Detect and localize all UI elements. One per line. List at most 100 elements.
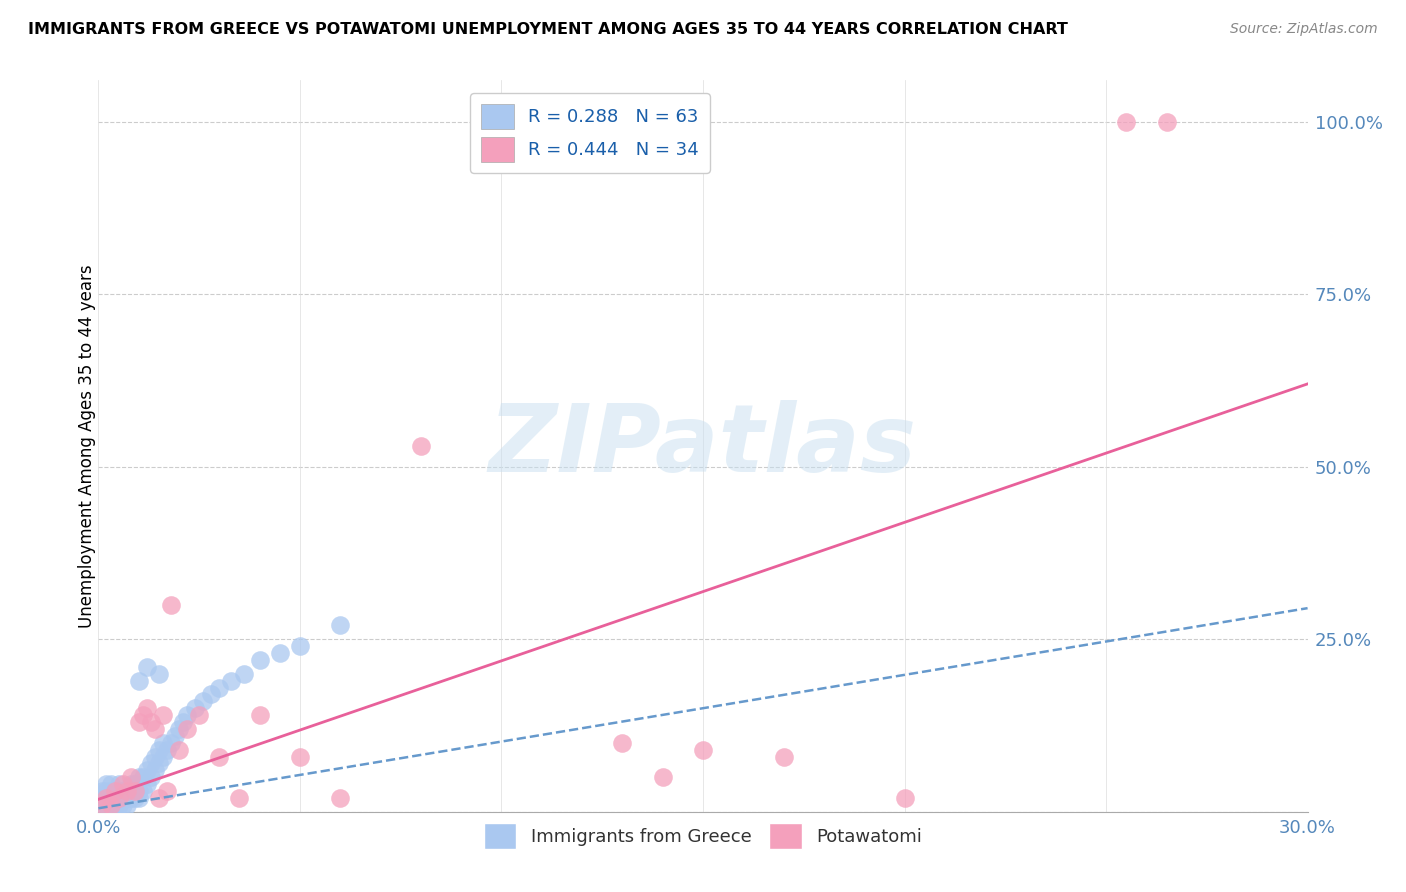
Point	[103, 791, 125, 805]
Point	[111, 797, 134, 812]
Point	[107, 784, 129, 798]
Y-axis label: Unemployment Among Ages 35 to 44 years: Unemployment Among Ages 35 to 44 years	[79, 264, 96, 628]
Point	[135, 777, 157, 791]
Point	[135, 701, 157, 715]
Point	[96, 791, 118, 805]
Point	[111, 777, 134, 791]
Point	[139, 756, 162, 771]
Point	[103, 797, 125, 812]
Point	[193, 694, 215, 708]
Point	[115, 784, 138, 798]
Point	[184, 701, 207, 715]
Point	[160, 598, 183, 612]
Point	[221, 673, 243, 688]
Point	[139, 714, 162, 729]
Point	[249, 653, 271, 667]
Point	[167, 722, 190, 736]
Point	[128, 673, 150, 688]
Point	[176, 722, 198, 736]
Point	[107, 791, 129, 805]
Point	[288, 639, 311, 653]
Point	[329, 791, 352, 805]
Point	[329, 618, 352, 632]
Point	[115, 797, 138, 812]
Point	[107, 777, 129, 791]
Point	[103, 784, 125, 798]
Point	[115, 784, 138, 798]
Point	[120, 791, 142, 805]
Point	[160, 736, 183, 750]
Point	[152, 749, 174, 764]
Point	[288, 749, 311, 764]
Point	[152, 736, 174, 750]
Point	[128, 770, 150, 784]
Point	[100, 791, 122, 805]
Point	[612, 736, 634, 750]
Point	[96, 777, 118, 791]
Point	[91, 784, 114, 798]
Text: ZIPatlas: ZIPatlas	[489, 400, 917, 492]
Point	[91, 797, 114, 812]
Point	[152, 708, 174, 723]
Point	[167, 742, 190, 756]
Point	[91, 797, 114, 812]
Point	[120, 777, 142, 791]
Point	[208, 681, 231, 695]
Point	[128, 714, 150, 729]
Point	[156, 742, 179, 756]
Point	[124, 777, 146, 791]
Point	[96, 797, 118, 812]
Point	[111, 791, 134, 805]
Point	[143, 749, 166, 764]
Point	[100, 797, 122, 812]
Point	[148, 791, 170, 805]
Point	[107, 797, 129, 812]
Point	[96, 791, 118, 805]
Point	[176, 708, 198, 723]
Point	[232, 666, 254, 681]
Point	[148, 666, 170, 681]
Point	[1115, 114, 1137, 128]
Legend: Immigrants from Greece, Potawatomi: Immigrants from Greece, Potawatomi	[475, 814, 931, 857]
Point	[96, 784, 118, 798]
Text: Source: ZipAtlas.com: Source: ZipAtlas.com	[1230, 22, 1378, 37]
Point	[132, 708, 155, 723]
Point	[128, 791, 150, 805]
Point	[132, 770, 155, 784]
Point	[124, 791, 146, 805]
Point	[111, 784, 134, 798]
Point	[269, 646, 291, 660]
Point	[128, 784, 150, 798]
Point	[135, 660, 157, 674]
Point	[249, 708, 271, 723]
Point	[143, 722, 166, 736]
Point	[103, 784, 125, 798]
Point	[107, 791, 129, 805]
Point	[100, 777, 122, 791]
Point	[409, 439, 432, 453]
Point	[200, 687, 222, 701]
Point	[100, 784, 122, 798]
Point	[208, 749, 231, 764]
Point	[172, 714, 194, 729]
Point	[148, 756, 170, 771]
Point	[139, 770, 162, 784]
Point	[156, 784, 179, 798]
Point	[115, 791, 138, 805]
Point	[163, 729, 186, 743]
Point	[772, 749, 794, 764]
Point	[120, 784, 142, 798]
Point	[135, 764, 157, 778]
Point	[91, 791, 114, 805]
Text: IMMIGRANTS FROM GREECE VS POTAWATOMI UNEMPLOYMENT AMONG AGES 35 TO 44 YEARS CORR: IMMIGRANTS FROM GREECE VS POTAWATOMI UNE…	[28, 22, 1069, 37]
Point	[651, 770, 673, 784]
Point	[692, 742, 714, 756]
Point	[124, 784, 146, 798]
Point	[120, 770, 142, 784]
Point	[143, 764, 166, 778]
Point	[188, 708, 211, 723]
Point	[1156, 114, 1178, 128]
Point	[228, 791, 250, 805]
Point	[132, 784, 155, 798]
Point	[893, 791, 915, 805]
